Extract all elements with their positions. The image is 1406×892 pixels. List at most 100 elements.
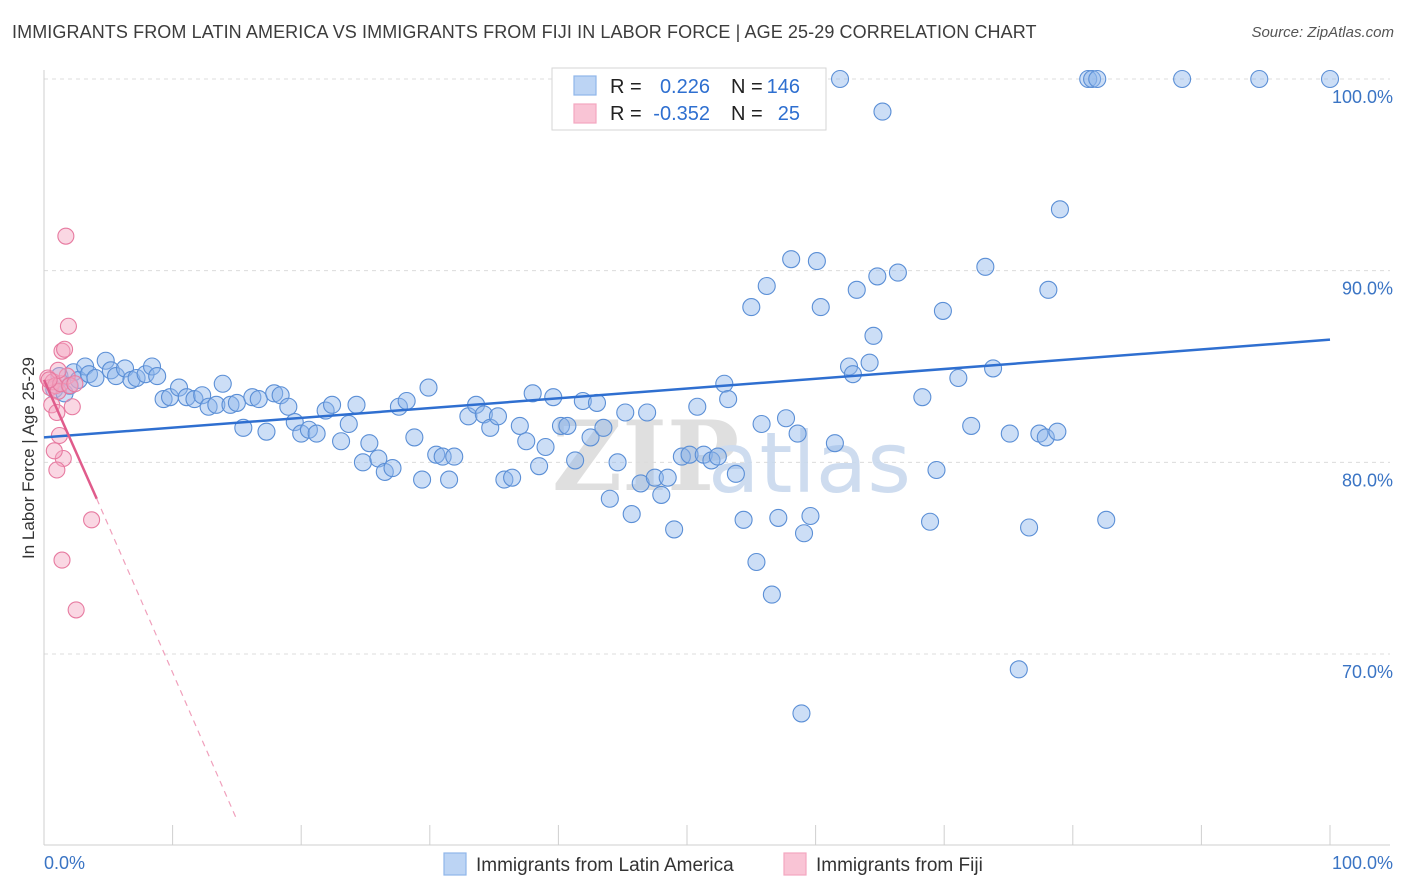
point-latin-america-90 bbox=[680, 445, 699, 464]
point-latin-america-53 bbox=[413, 470, 432, 489]
point-latin-america-82 bbox=[622, 505, 641, 524]
point-latin-america-129 bbox=[1000, 424, 1019, 443]
series-latin-america-points bbox=[45, 69, 1340, 723]
point-latin-america-72 bbox=[551, 416, 571, 435]
point-latin-america-121 bbox=[913, 388, 932, 407]
point-latin-america-95 bbox=[715, 374, 734, 393]
point-latin-america-58 bbox=[445, 447, 464, 466]
y-tick-label-80: 80.0% bbox=[1342, 470, 1393, 490]
legend-r-label-blue: R = bbox=[610, 76, 642, 98]
point-latin-america-87 bbox=[658, 468, 677, 487]
point-fiji-9 bbox=[56, 340, 74, 358]
point-latin-america-125 bbox=[949, 368, 968, 388]
bottom-legend-label-blue: Immigrants from Latin America bbox=[476, 855, 734, 876]
point-latin-america-106 bbox=[788, 424, 807, 443]
axes bbox=[43, 70, 1390, 846]
point-fiji-20 bbox=[53, 551, 71, 569]
point-latin-america-97 bbox=[726, 464, 745, 483]
point-latin-america-99 bbox=[742, 298, 761, 317]
point-latin-america-31 bbox=[249, 390, 268, 409]
point-latin-america-139 bbox=[1088, 69, 1107, 89]
point-latin-america-116 bbox=[860, 353, 879, 372]
point-latin-america-57 bbox=[440, 470, 459, 489]
point-fiji-19 bbox=[83, 511, 101, 529]
point-fiji-23 bbox=[40, 371, 58, 389]
point-latin-america-78 bbox=[594, 418, 613, 437]
gridlines bbox=[44, 78, 1390, 655]
point-latin-america-88 bbox=[665, 520, 684, 539]
point-latin-america-134 bbox=[1039, 280, 1058, 299]
legend-r-value-pink: -0.352 bbox=[653, 103, 710, 125]
point-latin-america-70 bbox=[536, 437, 555, 457]
point-latin-america-98 bbox=[734, 510, 753, 529]
chart-source: Source: ZipAtlas.com bbox=[1251, 24, 1394, 41]
point-latin-america-115 bbox=[847, 280, 866, 299]
point-latin-america-28 bbox=[227, 393, 246, 412]
point-fiji-17 bbox=[59, 317, 77, 335]
point-latin-america-18 bbox=[154, 390, 173, 409]
point-latin-america-43 bbox=[339, 414, 358, 434]
point-latin-america-81 bbox=[616, 403, 635, 422]
point-fiji-18 bbox=[57, 227, 75, 245]
point-latin-america-51 bbox=[397, 391, 416, 411]
point-latin-america-9 bbox=[96, 351, 115, 370]
point-latin-america-35 bbox=[279, 397, 298, 416]
point-latin-america-102 bbox=[762, 585, 781, 604]
chart-title: IMMIGRANTS FROM LATIN AMERICA VS IMMIGRA… bbox=[12, 22, 1037, 42]
trend-line-fiji bbox=[42, 379, 98, 500]
point-latin-america-15 bbox=[136, 365, 155, 384]
point-latin-america-24 bbox=[199, 397, 218, 416]
point-latin-america-25 bbox=[207, 395, 226, 414]
bottom-legend-label-pink: Immigrants from Fiji bbox=[816, 855, 983, 876]
y-tick-label-90: 90.0% bbox=[1342, 279, 1393, 299]
point-latin-america-23 bbox=[193, 386, 212, 405]
point-latin-america-108 bbox=[801, 506, 820, 526]
point-latin-america-127 bbox=[976, 257, 995, 276]
point-latin-america-142 bbox=[1250, 69, 1269, 89]
stats-legend-swatch-blue bbox=[573, 75, 597, 96]
point-latin-america-44 bbox=[347, 395, 366, 414]
point-latin-america-85 bbox=[645, 468, 664, 487]
y-tick-label-100: 100.0% bbox=[1332, 87, 1393, 107]
point-latin-america-100 bbox=[747, 552, 766, 572]
point-latin-america-118 bbox=[868, 267, 887, 286]
trend-line-fiji-extension bbox=[96, 498, 237, 818]
point-latin-america-63 bbox=[488, 407, 508, 426]
point-latin-america-120 bbox=[888, 263, 907, 282]
point-latin-america-140 bbox=[1097, 510, 1116, 529]
trend-line-latin-america bbox=[43, 338, 1331, 439]
point-latin-america-104 bbox=[776, 409, 796, 428]
point-latin-america-66 bbox=[510, 416, 529, 435]
point-latin-america-126 bbox=[962, 416, 981, 435]
point-latin-america-145 bbox=[792, 704, 811, 723]
point-latin-america-8 bbox=[86, 368, 105, 388]
point-latin-america-84 bbox=[638, 403, 657, 422]
stats-legend: R = 0.226 N = 146 R = -0.352 N = 25 bbox=[551, 67, 827, 131]
point-latin-america-130 bbox=[1009, 660, 1028, 679]
legend-r-label-pink: R = bbox=[610, 103, 642, 125]
x-ticks bbox=[43, 825, 1331, 845]
point-latin-america-96 bbox=[719, 390, 738, 409]
legend-n-value-pink: 25 bbox=[778, 103, 800, 125]
legend-n-value-blue: 146 bbox=[767, 76, 800, 98]
point-latin-america-42 bbox=[332, 432, 351, 451]
point-latin-america-114 bbox=[843, 365, 862, 384]
point-latin-america-45 bbox=[353, 453, 372, 472]
point-latin-america-141 bbox=[1173, 69, 1192, 89]
legend-r-value-blue: 0.226 bbox=[660, 76, 710, 98]
stats-legend-box bbox=[551, 67, 827, 131]
point-latin-america-39 bbox=[307, 424, 326, 443]
bottom-legend-swatch-blue bbox=[443, 852, 467, 876]
legend-n-label-blue: N = bbox=[731, 76, 763, 98]
point-latin-america-12 bbox=[115, 359, 135, 378]
legend-n-label-pink: N = bbox=[731, 103, 763, 125]
point-fiji-8 bbox=[53, 342, 71, 360]
x-tick-label-max: 100.0% bbox=[1332, 853, 1393, 873]
point-latin-america-86 bbox=[652, 485, 671, 504]
point-latin-america-117 bbox=[864, 326, 883, 345]
point-latin-america-94 bbox=[708, 447, 727, 466]
point-latin-america-52 bbox=[405, 428, 424, 447]
point-latin-america-138 bbox=[1083, 69, 1102, 89]
point-latin-america-124 bbox=[933, 301, 952, 320]
y-axis-label: In Labor Force | Age 25-29 bbox=[19, 357, 38, 559]
